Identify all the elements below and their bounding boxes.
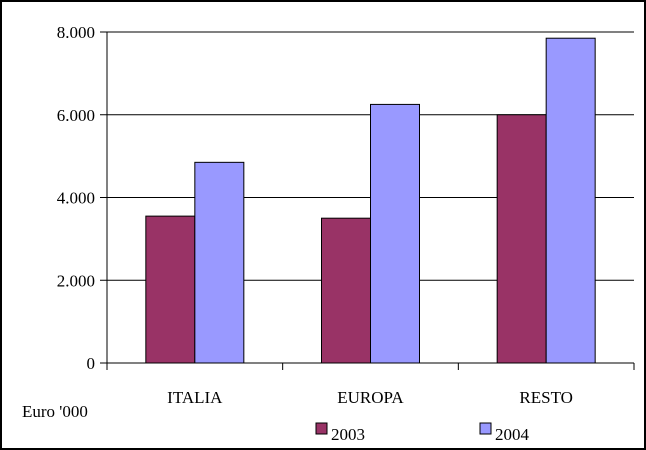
legend: 2003 2004 [315,422,530,444]
x-category-label: RESTO [519,388,573,407]
bar-2004-italia [194,161,245,364]
bar-2004-europa [370,103,420,364]
legend-item-2004: 2004 [479,422,530,444]
x-category-label: EUROPA [337,388,404,407]
y-tick-label: 2.000 [57,271,95,290]
legend-swatch-2003 [315,422,328,435]
bars [145,37,596,364]
y-tick-label: 0 [87,354,96,373]
y-tick-label: 6.000 [57,106,95,125]
bar-2003-italia [145,215,196,364]
bar-2003-resto [496,114,547,364]
bar-2003-europa [321,217,371,364]
y-tick-label: 4.000 [57,189,95,208]
legend-item-2003: 2003 [315,422,365,444]
y-tick-label: 8.000 [57,23,95,42]
x-category-label: ITALIA [167,388,223,407]
bar-2004-resto [545,37,596,364]
y-tick-labels: 0 2.000 4.000 6.000 8.000 [57,23,95,373]
unit-label: Euro '000 [22,402,88,421]
legend-swatch-2004 [479,422,492,435]
legend-label-2003: 2003 [331,425,365,444]
legend-label-2004: 2004 [495,425,530,444]
x-category-labels: ITALIA EUROPA RESTO [167,388,573,407]
